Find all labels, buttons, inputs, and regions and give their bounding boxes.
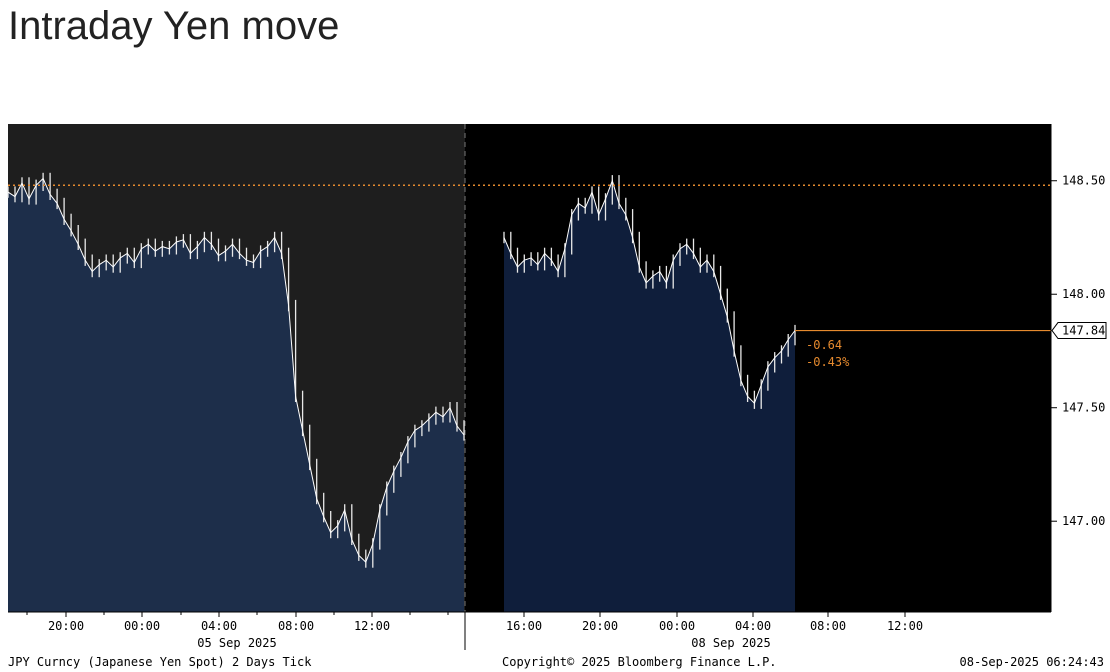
change-pct-label: -0.43% [806, 355, 850, 369]
x-tick-label: 20:00 [48, 619, 84, 633]
last-value-text: 147.84 [1062, 324, 1105, 338]
y-axis-panel [1051, 124, 1110, 612]
x-tick-label: 12:00 [887, 619, 923, 633]
day1-series-area [8, 178, 464, 612]
y-tick-label: 147.00 [1062, 514, 1105, 528]
change-abs-label: -0.64 [806, 338, 842, 352]
last-value-flag: 147.84 [1051, 322, 1107, 340]
date-label-day1: 05 Sep 2025 [197, 636, 276, 650]
x-tick-label: 12:00 [354, 619, 390, 633]
x-tick-label: 04:00 [201, 619, 237, 633]
x-tick-label: 16:00 [506, 619, 542, 633]
x-tick-label: 00:00 [124, 619, 160, 633]
x-tick-label: 08:00 [278, 619, 314, 633]
day2-series-line [503, 179, 796, 405]
day2-series-area [504, 180, 795, 612]
x-tick-label: 20:00 [582, 619, 618, 633]
day1-series-line [7, 177, 465, 563]
y-tick-label: 147.50 [1062, 401, 1105, 415]
y-tick-label: 148.50 [1062, 174, 1105, 188]
x-tick-label: 04:00 [735, 619, 771, 633]
date-label-day2: 08 Sep 2025 [691, 636, 770, 650]
footer-timestamp: 08-Sep-2025 06:24:43 [960, 655, 1105, 669]
footer-ticker: JPY Curncy (Japanese Yen Spot) 2 Days Ti… [8, 655, 312, 669]
footer-copyright: Copyright© 2025 Bloomberg Finance L.P. [502, 655, 777, 669]
x-tick-label: 00:00 [659, 619, 695, 633]
x-tick-label: 08:00 [810, 619, 846, 633]
page-title: Intraday Yen move [8, 4, 340, 48]
y-tick-label: 148.00 [1062, 287, 1105, 301]
